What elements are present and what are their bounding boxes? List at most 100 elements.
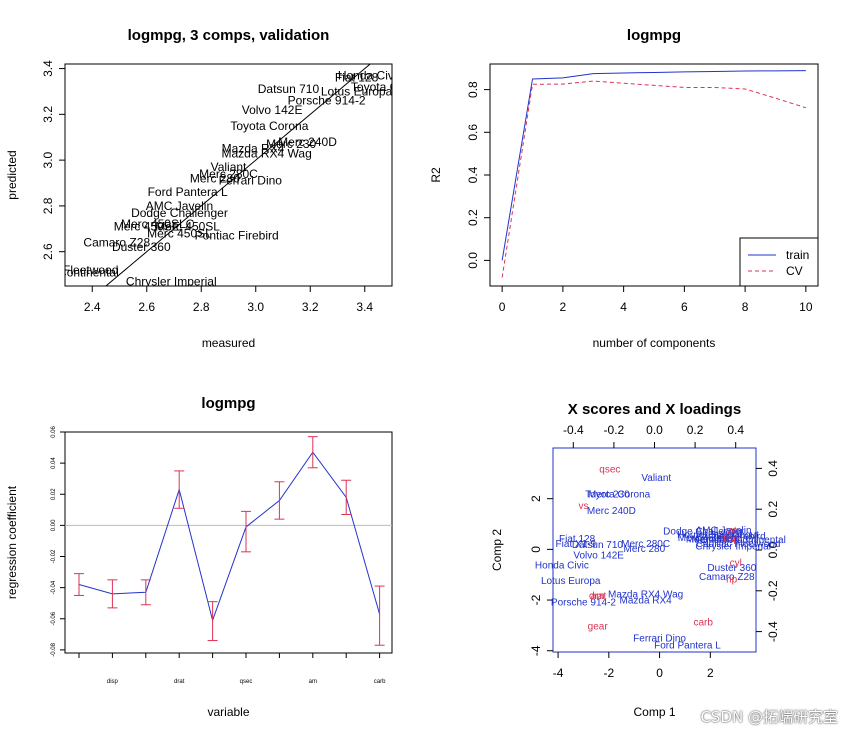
pred-title: logmpg, 3 comps, validation — [128, 27, 330, 44]
biplot-right-tick-label: 0.0 — [766, 541, 780, 558]
biplot-right-tick-label: -0.2 — [766, 580, 780, 601]
biplot-score-label: Hornet Sportabout — [677, 530, 759, 541]
biplot-score-label: Ford Pantera L — [654, 640, 721, 651]
r2-xlabel: number of components — [593, 336, 716, 350]
biplot-loading-label: vs — [578, 501, 588, 512]
coef-xtick-label: am — [309, 679, 317, 685]
biplot-loading-label: wt — [726, 526, 737, 537]
biplot-score-label: Merc 450SLC — [691, 535, 752, 546]
pred-point-label: Merc 240D — [278, 135, 337, 149]
pred-xtick-label: 3.0 — [247, 300, 264, 314]
pred-point-label: Cadillac Fleetwood — [17, 263, 118, 277]
biplot-top-tick-label: 0.0 — [646, 423, 663, 437]
pred-point-label: Ferrari Dino — [219, 174, 283, 188]
pred-plot-frame — [64, 63, 393, 287]
r2-xtick-label: 2 — [560, 300, 567, 314]
pred-point-label: Toyota Corona — [230, 119, 308, 133]
r2-xtick-label: 6 — [681, 300, 688, 314]
pred-point-label: Lincoln Continental — [17, 265, 119, 279]
pred-xtick-label: 2.6 — [138, 300, 155, 314]
coef-xtick-label: drat — [174, 679, 185, 685]
biplot-score-label: Honda Civic — [535, 561, 589, 572]
biplot-score-label: Merc 450SL — [686, 535, 740, 546]
pred-point-label: Datsun 710 — [258, 82, 320, 96]
pred-point-label: Honda Civic — [338, 68, 403, 82]
biplot-loading-label: qsec — [599, 464, 620, 475]
coef-ytick-label: 0.02 — [51, 488, 57, 500]
biplot-score-label: AMC Javelin — [695, 526, 751, 537]
pred-point-label: Merc 450SL — [155, 219, 220, 233]
biplot-score-label: Merc 450SE — [678, 533, 733, 544]
coef-ylabel: regression coefficient — [5, 485, 19, 599]
r2-ytick-label: 0.8 — [466, 81, 480, 98]
r2-ytick-label: 0.2 — [466, 209, 480, 226]
pred-ytick-label: 2.8 — [41, 197, 55, 214]
biplot-score-label: Toyota Corona — [585, 489, 650, 500]
biplot-xlabel: Comp 1 — [633, 705, 675, 719]
pred-identity-line — [105, 64, 371, 286]
biplot-score-label: Volvo 142E — [573, 550, 624, 561]
pred-ylabel: predicted — [5, 150, 19, 199]
pred-point-label: Ford Pantera L — [148, 185, 228, 199]
biplot-score-label: Chrysler Imperial — [695, 542, 771, 553]
biplot-score-label: Datsun 710 — [572, 540, 624, 551]
coef-title: logmpg — [201, 395, 255, 412]
r2-legend-label: CV — [786, 264, 803, 278]
biplot-loading-label: drat — [589, 591, 606, 602]
biplot-loading-label: carb — [693, 617, 713, 628]
pred-ytick-label: 3.2 — [41, 106, 55, 123]
pred-xlabel: measured — [202, 336, 255, 350]
biplot-loading-label: cyl — [730, 558, 742, 569]
biplot-score-label: Dodge Challenger — [663, 526, 744, 537]
r2-title: logmpg — [627, 27, 681, 44]
pred-point-label: Mazda RX4 — [222, 142, 285, 156]
coef-ytick-label: 0.04 — [51, 457, 57, 469]
r2-xtick-label: 10 — [799, 300, 813, 314]
biplot-xtick-label: -4 — [553, 666, 564, 680]
r2-xtick-label: 4 — [620, 300, 627, 314]
biplot-title: X scores and X loadings — [568, 401, 741, 418]
r2-legend-box — [739, 237, 819, 287]
biplot-xtick-label: -2 — [603, 666, 614, 680]
coef-ytick-label: -0.06 — [51, 611, 57, 625]
pred-point-label: Dodge Challenger — [131, 206, 228, 220]
biplot-right-tick-label: 0.4 — [766, 460, 780, 477]
r2-ytick-label: 0.4 — [466, 166, 480, 183]
biplot-score-label: Merc 240D — [587, 506, 636, 517]
biplot-ylabel: Comp 2 — [490, 529, 504, 571]
r2-series-cv — [501, 80, 807, 278]
r2-ytick-label: 0.0 — [466, 252, 480, 269]
coef-xtick-label: carb — [374, 679, 386, 685]
watermark: CSDN @拓端研究室 — [700, 708, 838, 726]
pred-point-label: Merc 280 — [190, 171, 240, 185]
pred-xtick-label: 2.8 — [193, 300, 210, 314]
coef-xtick-label: disp — [107, 679, 119, 685]
biplot-right-tick-label: 0.2 — [766, 501, 780, 518]
biplot-top-tick-label: 0.4 — [727, 423, 744, 437]
pred-point-label: Camaro Z28 — [83, 236, 150, 250]
pred-point-label: Duster 360 — [112, 240, 171, 254]
biplot-xtick-label: 2 — [707, 666, 714, 680]
coef-xlabel: variable — [207, 705, 249, 719]
r2-xtick-label: 8 — [742, 300, 749, 314]
pred-point-label: Chrysler Imperial — [126, 274, 217, 288]
biplot-score-label: Mazda RX4 — [619, 596, 672, 607]
biplot-score-label: Fiat 128 — [559, 534, 596, 545]
pred-point-label: Toyota Corolla — [351, 80, 428, 94]
biplot-top-tick-label: -0.2 — [604, 423, 625, 437]
biplot-loading-label: disp — [720, 534, 739, 545]
r2-ytick-label: 0.6 — [466, 124, 480, 141]
pred-point-label: Pontiac Firebird — [195, 229, 279, 243]
biplot-score-label: Lotus Europa — [541, 576, 601, 587]
pred-xtick-label: 3.2 — [302, 300, 319, 314]
biplot-score-label: Duster 360 — [707, 563, 756, 574]
biplot-ytick-label: -4 — [529, 645, 543, 656]
pred-point-label: Merc 450SE — [114, 219, 180, 233]
pred-ytick-label: 2.6 — [41, 243, 55, 260]
biplot-score-label: Valiant — [641, 473, 671, 484]
pred-ytick-label: 3.0 — [41, 151, 55, 168]
coef-ytick-label: 0.06 — [51, 426, 57, 438]
biplot-ytick-label: 0 — [529, 546, 543, 553]
biplot-top-tick-label: 0.2 — [687, 423, 704, 437]
biplot-ytick-label: -2 — [529, 594, 543, 605]
